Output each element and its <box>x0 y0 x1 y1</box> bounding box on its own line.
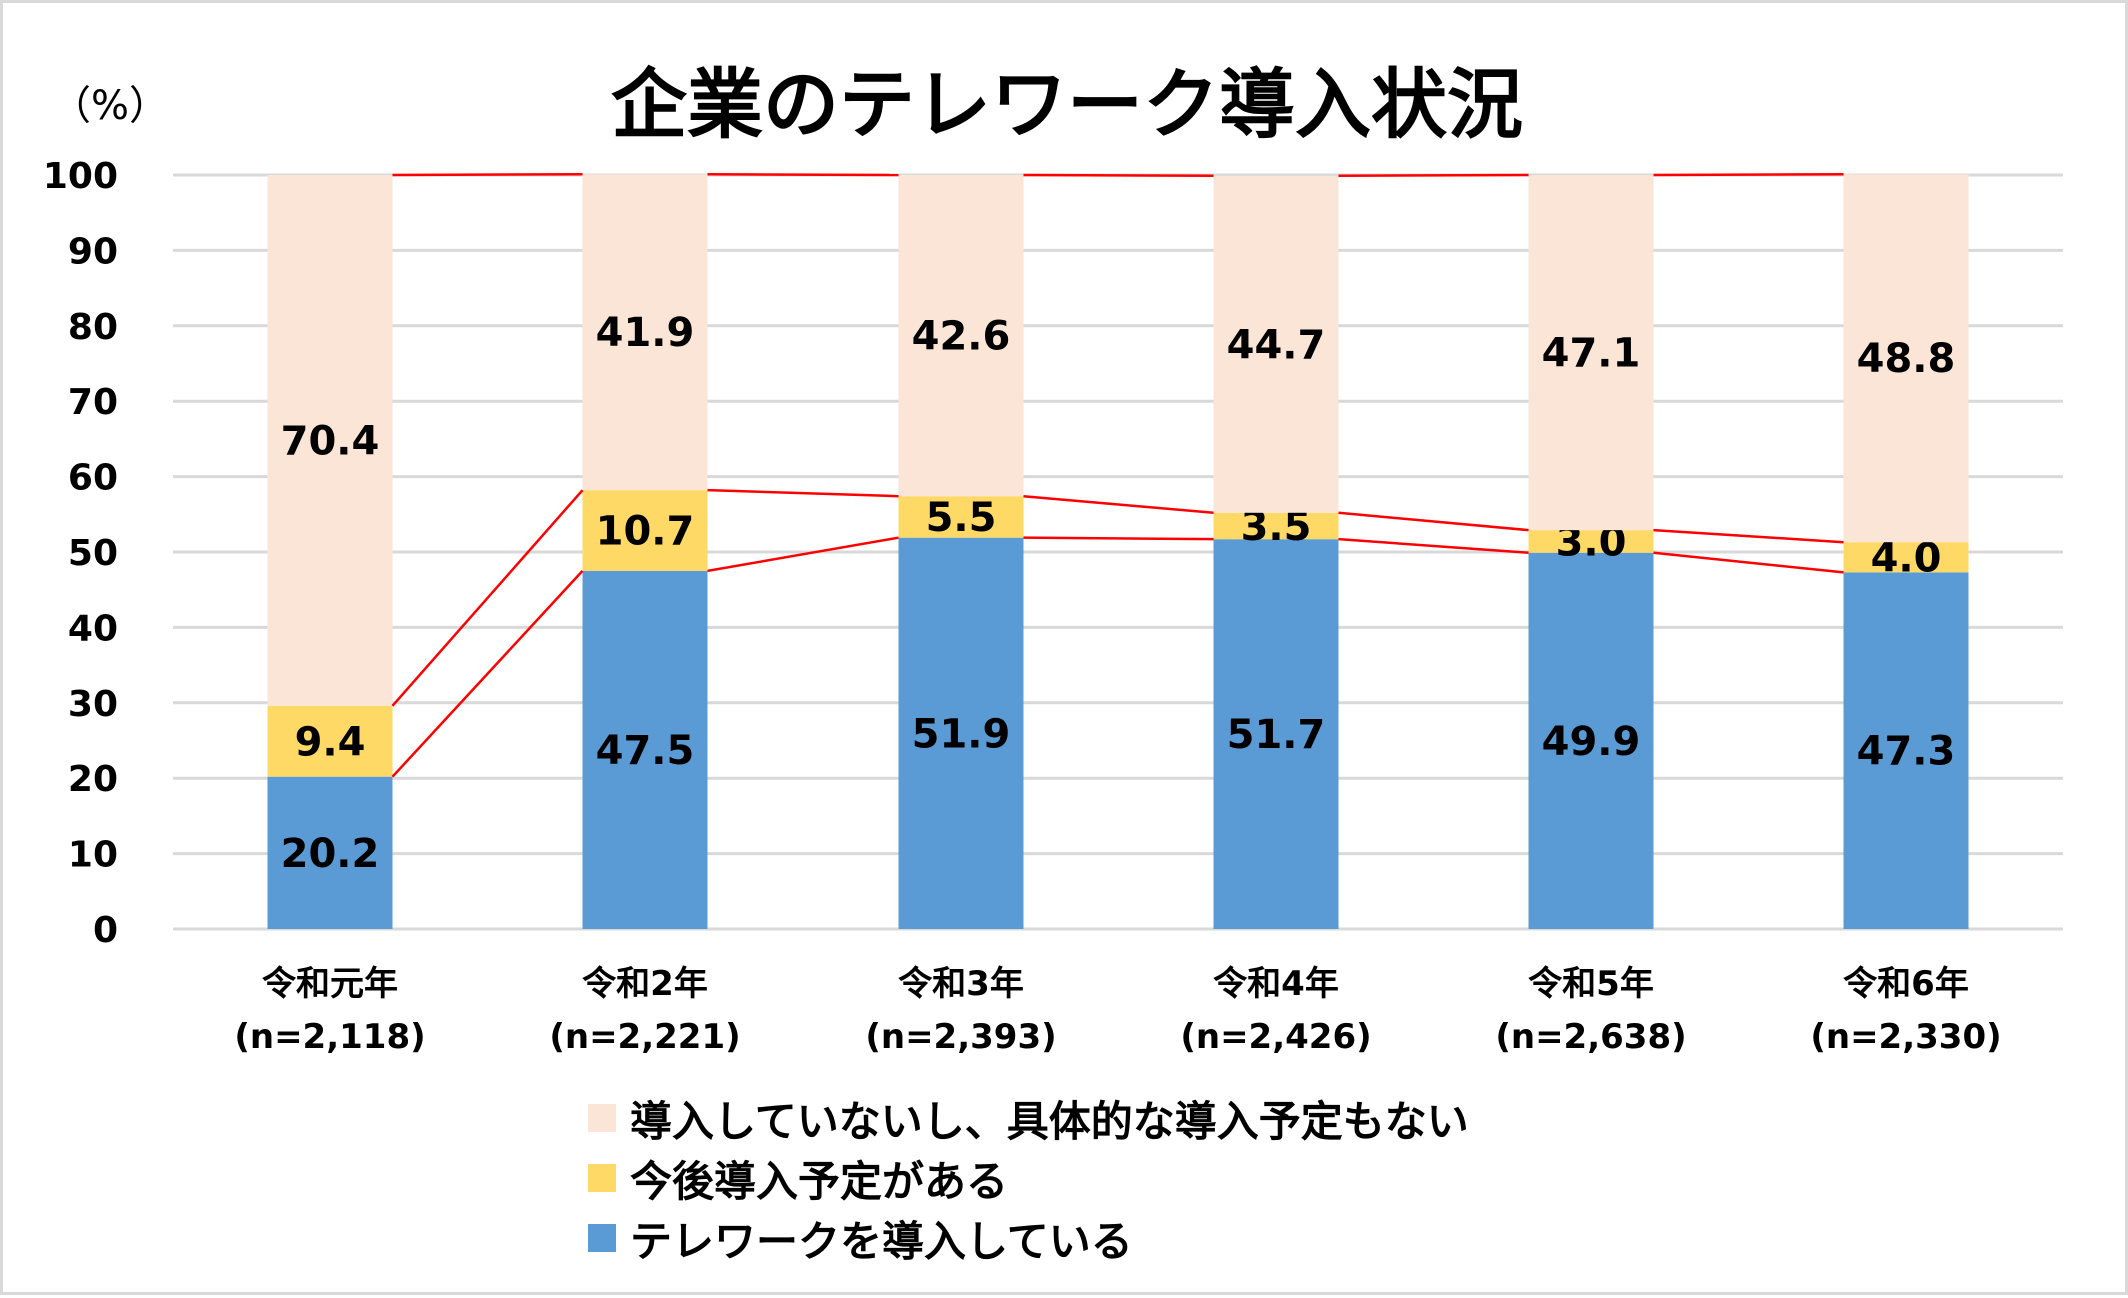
series-connector-line <box>1653 551 1844 574</box>
bar-segment <box>898 175 1024 497</box>
bar-segment <box>1213 539 1339 929</box>
data-label: 42.6 <box>912 314 1011 360</box>
bar-segment <box>898 496 1024 538</box>
x-tick-label: 令和6年 <box>1843 964 1969 1004</box>
legend-swatch <box>588 1164 616 1192</box>
bar-segment <box>1213 175 1339 513</box>
series-connector-line <box>392 172 583 177</box>
data-label: 47.5 <box>596 728 695 774</box>
series-connector-line <box>1653 528 1844 544</box>
bar-segment <box>582 174 708 491</box>
y-axis-unit: （%） <box>51 83 170 129</box>
series-connector-line <box>1338 537 1529 555</box>
x-tick-sample-size: (n=2,393) <box>865 1017 1056 1057</box>
data-label: 51.9 <box>912 711 1011 757</box>
x-tick-sample-size: (n=2,118) <box>234 1017 425 1057</box>
y-tick-label: 70 <box>68 382 118 423</box>
data-label: 47.1 <box>1542 331 1641 377</box>
legend-swatch <box>588 1104 616 1132</box>
y-tick-label: 30 <box>68 684 118 725</box>
series-connector-line <box>1653 172 1844 177</box>
series-connector-line <box>707 536 899 573</box>
bar-segment <box>1843 542 1969 573</box>
x-tick-label: 令和2年 <box>582 964 708 1004</box>
bar-segment <box>267 776 393 929</box>
x-tick-sample-size: (n=2,426) <box>1180 1017 1371 1057</box>
data-label: 20.2 <box>281 831 380 877</box>
x-tick-label: 令和5年 <box>1528 964 1654 1004</box>
x-tick-label: 令和4年 <box>1213 964 1339 1004</box>
y-tick-label: 0 <box>93 910 118 951</box>
series-connector-line <box>391 570 584 778</box>
data-label: 47.3 <box>1857 729 1956 775</box>
x-tick-label: 令和元年 <box>262 964 398 1004</box>
bar-segment <box>267 175 393 706</box>
y-tick-label: 50 <box>68 533 118 574</box>
bar-segment <box>1528 175 1654 531</box>
y-tick-label: 40 <box>68 608 118 649</box>
data-label: 70.4 <box>281 418 380 464</box>
legend-label: 今後導入予定がある <box>630 1156 1009 1206</box>
bar-segment <box>267 705 393 777</box>
legend-label: 導入していないし、具体的な導入予定もない <box>630 1096 1469 1146</box>
data-label: 51.7 <box>1227 712 1326 758</box>
data-label: 49.9 <box>1542 719 1641 765</box>
series-connector-line <box>707 488 899 498</box>
y-tick-label: 20 <box>68 759 118 800</box>
data-label: 4.0 <box>1871 535 1942 581</box>
bar-segment <box>1213 512 1339 540</box>
data-label: 44.7 <box>1227 322 1326 368</box>
x-tick-sample-size: (n=2,221) <box>549 1017 740 1057</box>
legend-item: 導入していないし、具体的な導入予定もない <box>588 1088 1469 1148</box>
x-tick-sample-size: (n=2,638) <box>1495 1017 1686 1057</box>
series-connector-line <box>391 489 584 707</box>
bar-segment <box>1528 552 1654 929</box>
data-label: 41.9 <box>596 310 695 356</box>
chart-title: 企業のテレワーク導入状況 <box>611 60 1523 149</box>
series-connector-line <box>1023 494 1214 515</box>
x-tick-label: 令和3年 <box>898 964 1024 1004</box>
bar-segment <box>1528 530 1654 553</box>
y-tick-label: 60 <box>68 458 118 499</box>
series-connector-line <box>1023 536 1214 541</box>
legend-item: テレワークを導入している <box>588 1208 1469 1268</box>
plot-area: 0 10 20 30 40 50 60 70 80 90 100 20.2 9.4 70.4 令和元年 (n=… <box>43 156 2063 1057</box>
data-label: 9.4 <box>295 719 366 765</box>
y-tick-label: 90 <box>68 231 118 272</box>
series-connector-line <box>707 172 899 177</box>
data-label: 5.5 <box>926 495 997 541</box>
x-tick-sample-size: (n=2,330) <box>1810 1017 2001 1057</box>
legend-swatch <box>588 1224 616 1252</box>
series-connector-line <box>1338 511 1529 532</box>
data-label: 48.8 <box>1857 336 1956 382</box>
legend-item: 今後導入予定がある <box>588 1148 1469 1208</box>
legend: 導入していないし、具体的な導入予定もない 今後導入予定があるテレワークを導入してい… <box>588 1088 1469 1268</box>
series-connector-line <box>1338 173 1529 178</box>
y-tick-label: 10 <box>68 835 118 876</box>
bar-segment <box>582 570 708 929</box>
bar-segment <box>1843 174 1969 543</box>
series-connector-line <box>1023 173 1214 178</box>
bar-segment <box>1843 572 1969 929</box>
data-label: 10.7 <box>596 509 695 555</box>
bar-segment <box>898 537 1024 929</box>
y-tick-label: 80 <box>68 307 118 348</box>
legend-label: テレワークを導入している <box>630 1216 1133 1266</box>
y-tick-label: 100 <box>43 156 118 197</box>
bar-segment <box>582 490 708 571</box>
